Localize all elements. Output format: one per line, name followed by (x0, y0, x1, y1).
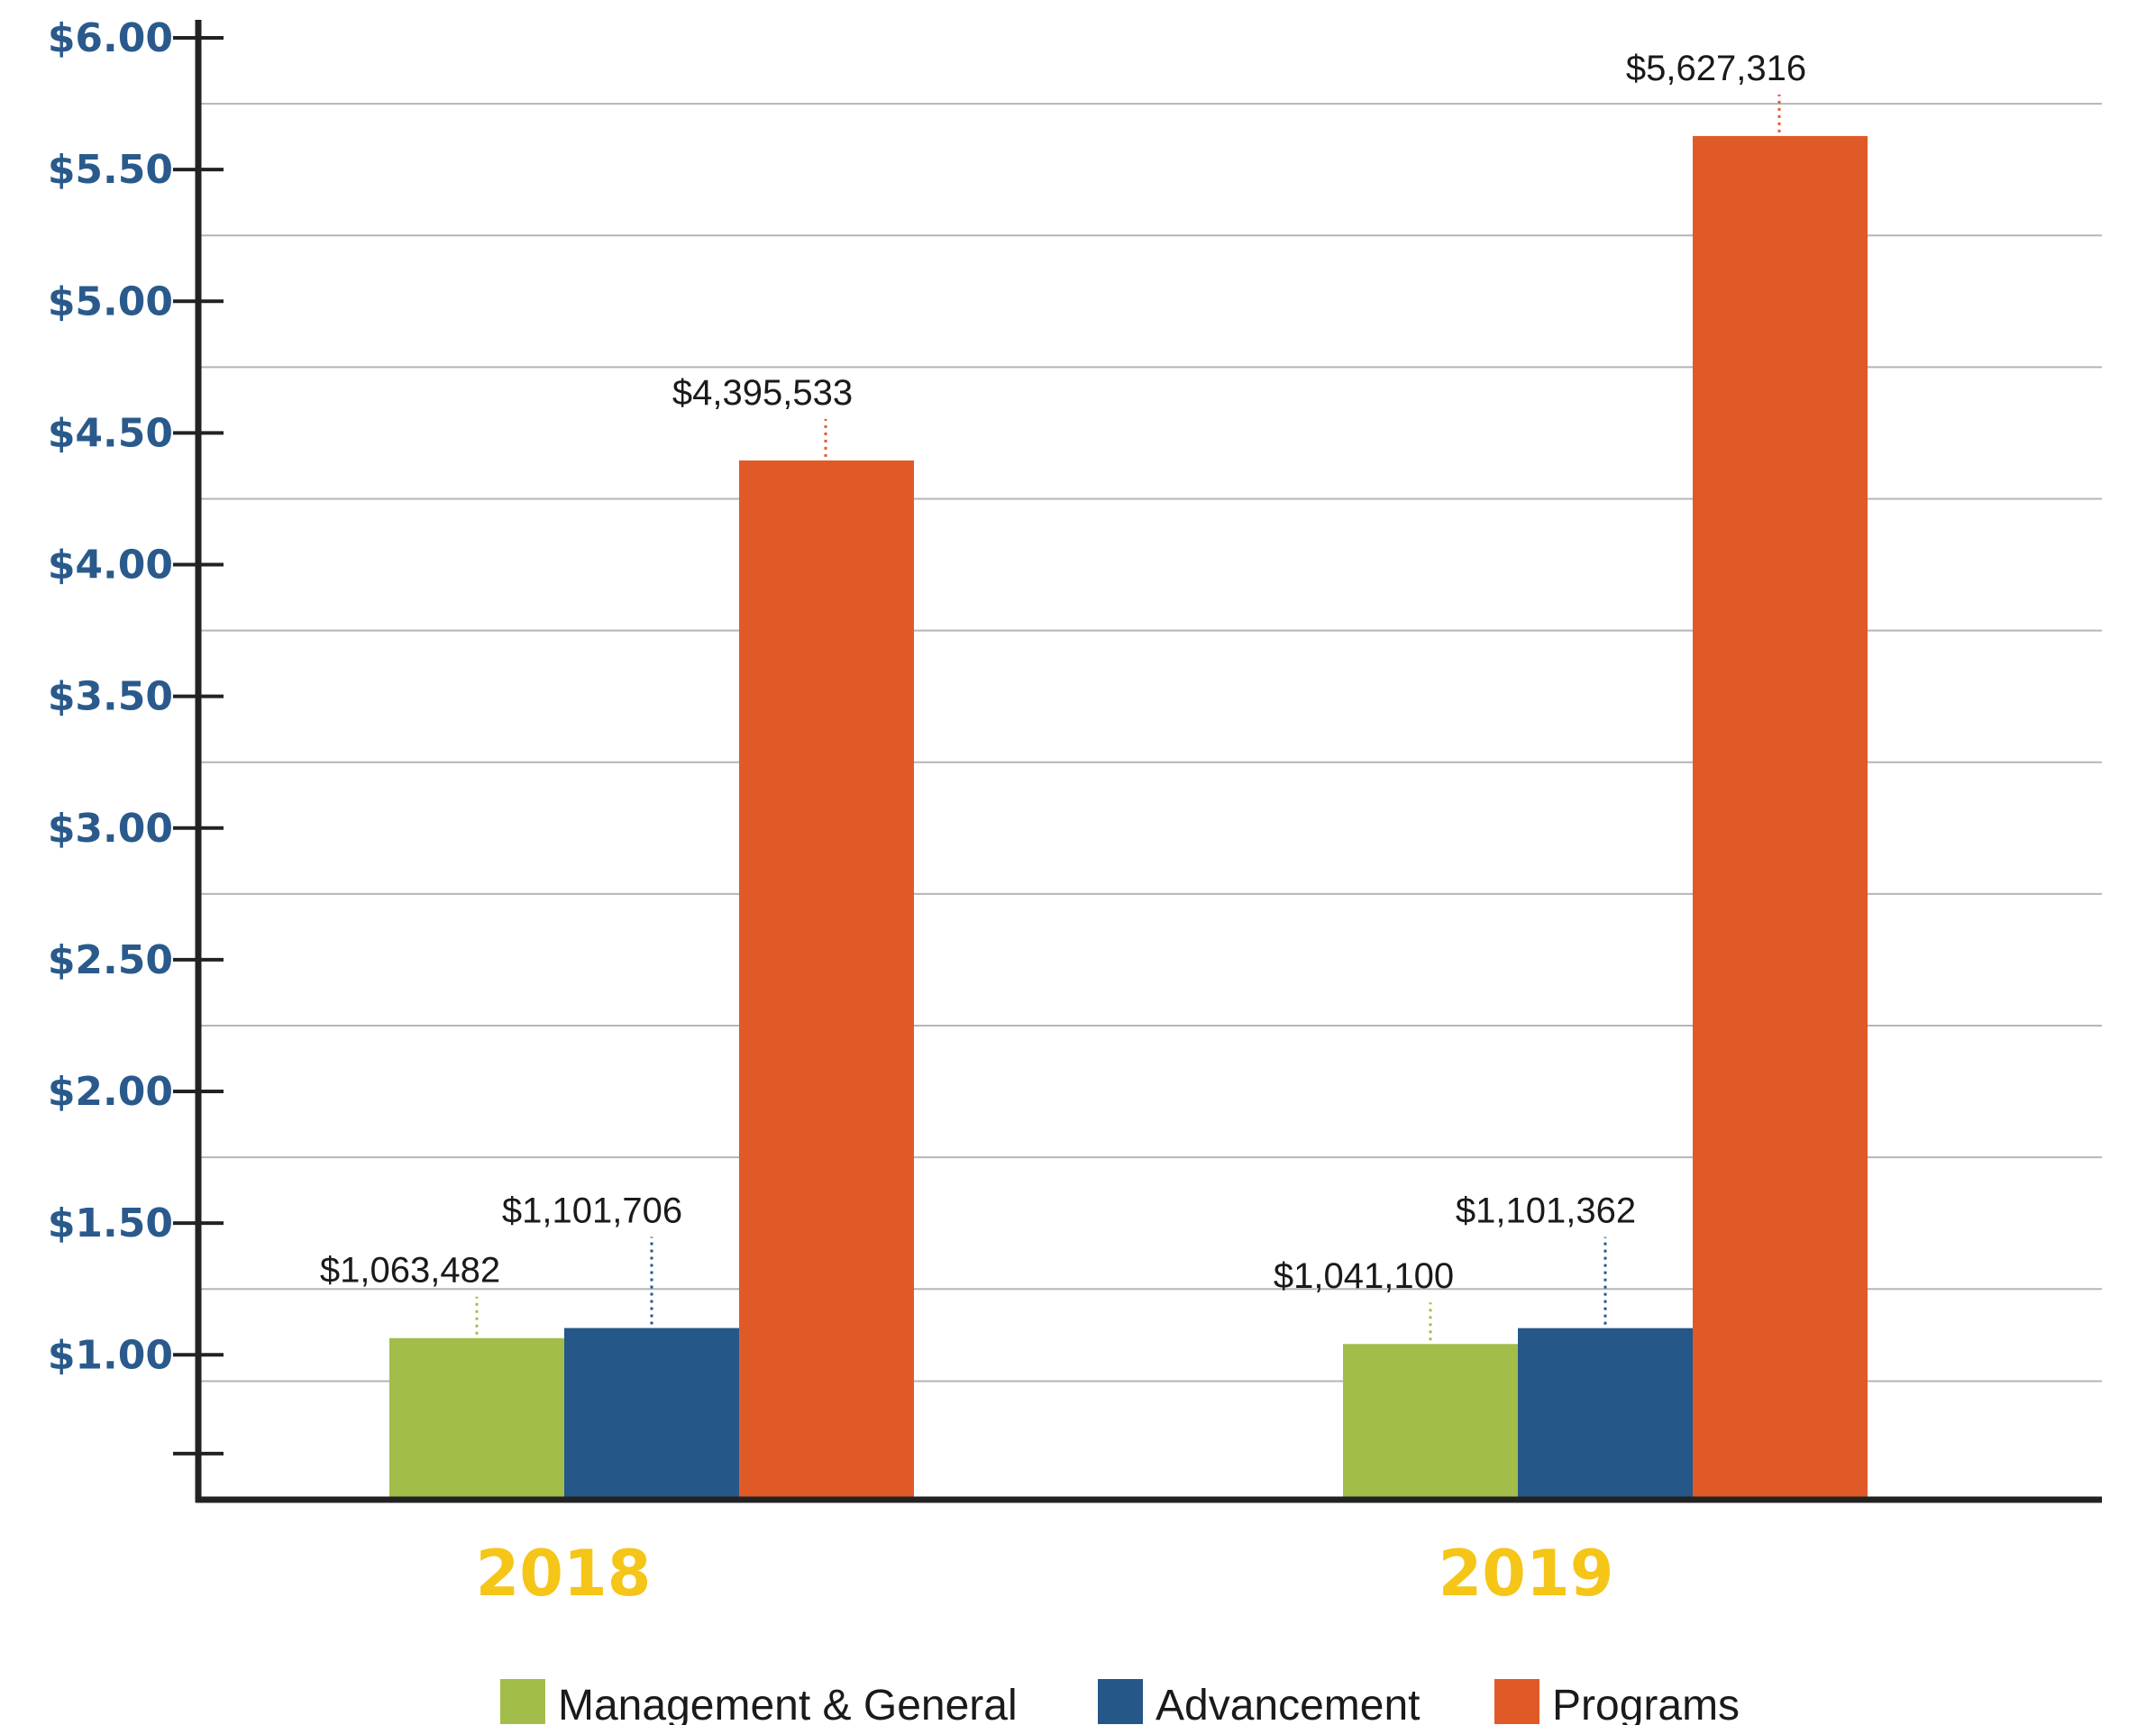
y-tick-label: $2.50 (48, 937, 173, 983)
legend: Management & General Advancement Programs (500, 1679, 1740, 1725)
y-tick-label: $6.00 (48, 15, 173, 61)
legend-swatch (1098, 1679, 1143, 1724)
data-label: $1,101,706 (502, 1191, 682, 1231)
data-label: $1,063,482 (320, 1251, 500, 1291)
bar-2019-advancement (1518, 1328, 1693, 1500)
bar-2018-advancement (564, 1328, 739, 1500)
x-category-label: 2018 (476, 1537, 652, 1611)
y-tick-label: $5.00 (48, 278, 173, 324)
y-tick-label: $1.50 (48, 1200, 173, 1246)
y-tick-label: $4.00 (48, 543, 173, 589)
legend-label: Advancement (1156, 1682, 1421, 1725)
data-labels: $1,063,482$1,101,706 $4,395,533 2018 $1,041… (320, 49, 1806, 1611)
y-tick-label: $3.50 (48, 674, 173, 720)
y-tick-label: $1.00 (48, 1332, 173, 1378)
y-tick-label: $5.50 (48, 147, 173, 193)
bar-2018-programs (739, 460, 914, 1501)
x-category-label: 2019 (1439, 1537, 1614, 1611)
bars (389, 135, 1868, 1501)
legend-label: Management & General (558, 1682, 1018, 1725)
axes: $6.00 $5.50 $5.00 $4.50 $4.00 $3.50 $3.00 $2.50… (48, 15, 2102, 1503)
data-label: $1,101,362 (1456, 1191, 1636, 1231)
bar-2019-management-general (1343, 1344, 1518, 1500)
legend-swatch (1494, 1679, 1539, 1724)
y-tick-label: $3.00 (48, 806, 173, 852)
legend-label: Programs (1552, 1682, 1740, 1725)
y-tick-label: $2.00 (48, 1069, 173, 1115)
bar-2018-management-general (389, 1337, 564, 1500)
legend-swatch (500, 1679, 545, 1724)
y-tick-label: $4.50 (48, 410, 173, 456)
data-label: $1,041,100 (1274, 1256, 1454, 1296)
data-label: $5,627,316 (1626, 49, 1806, 88)
bar-2019-programs (1693, 135, 1868, 1501)
data-label: $4,395,533 (672, 373, 853, 413)
